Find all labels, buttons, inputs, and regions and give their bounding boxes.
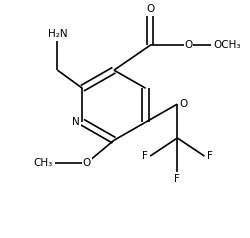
Text: F: F — [207, 151, 212, 161]
Text: F: F — [142, 151, 148, 161]
Text: O: O — [83, 158, 91, 168]
Text: CH₃: CH₃ — [34, 158, 53, 168]
Text: F: F — [174, 174, 180, 184]
Text: H₂N: H₂N — [48, 29, 67, 39]
Text: O: O — [184, 40, 192, 50]
Text: N: N — [72, 117, 80, 127]
Text: O: O — [146, 4, 154, 14]
Text: O: O — [180, 99, 188, 109]
Text: OCH₃: OCH₃ — [214, 40, 241, 50]
